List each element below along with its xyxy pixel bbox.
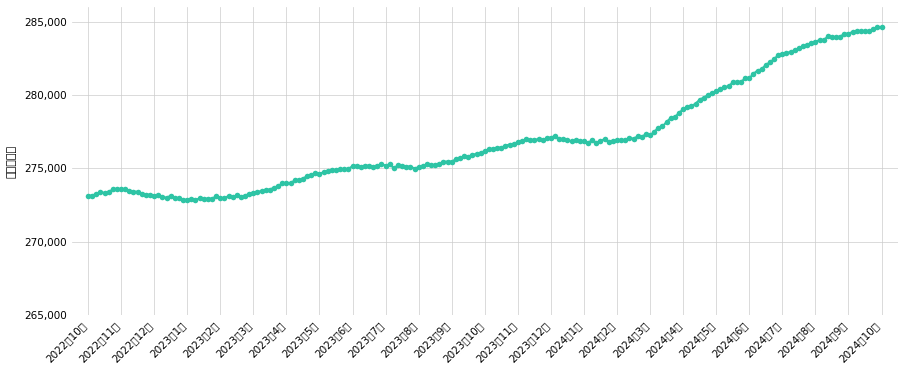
Y-axis label: 月給（円）: 月給（円） [7,145,17,178]
